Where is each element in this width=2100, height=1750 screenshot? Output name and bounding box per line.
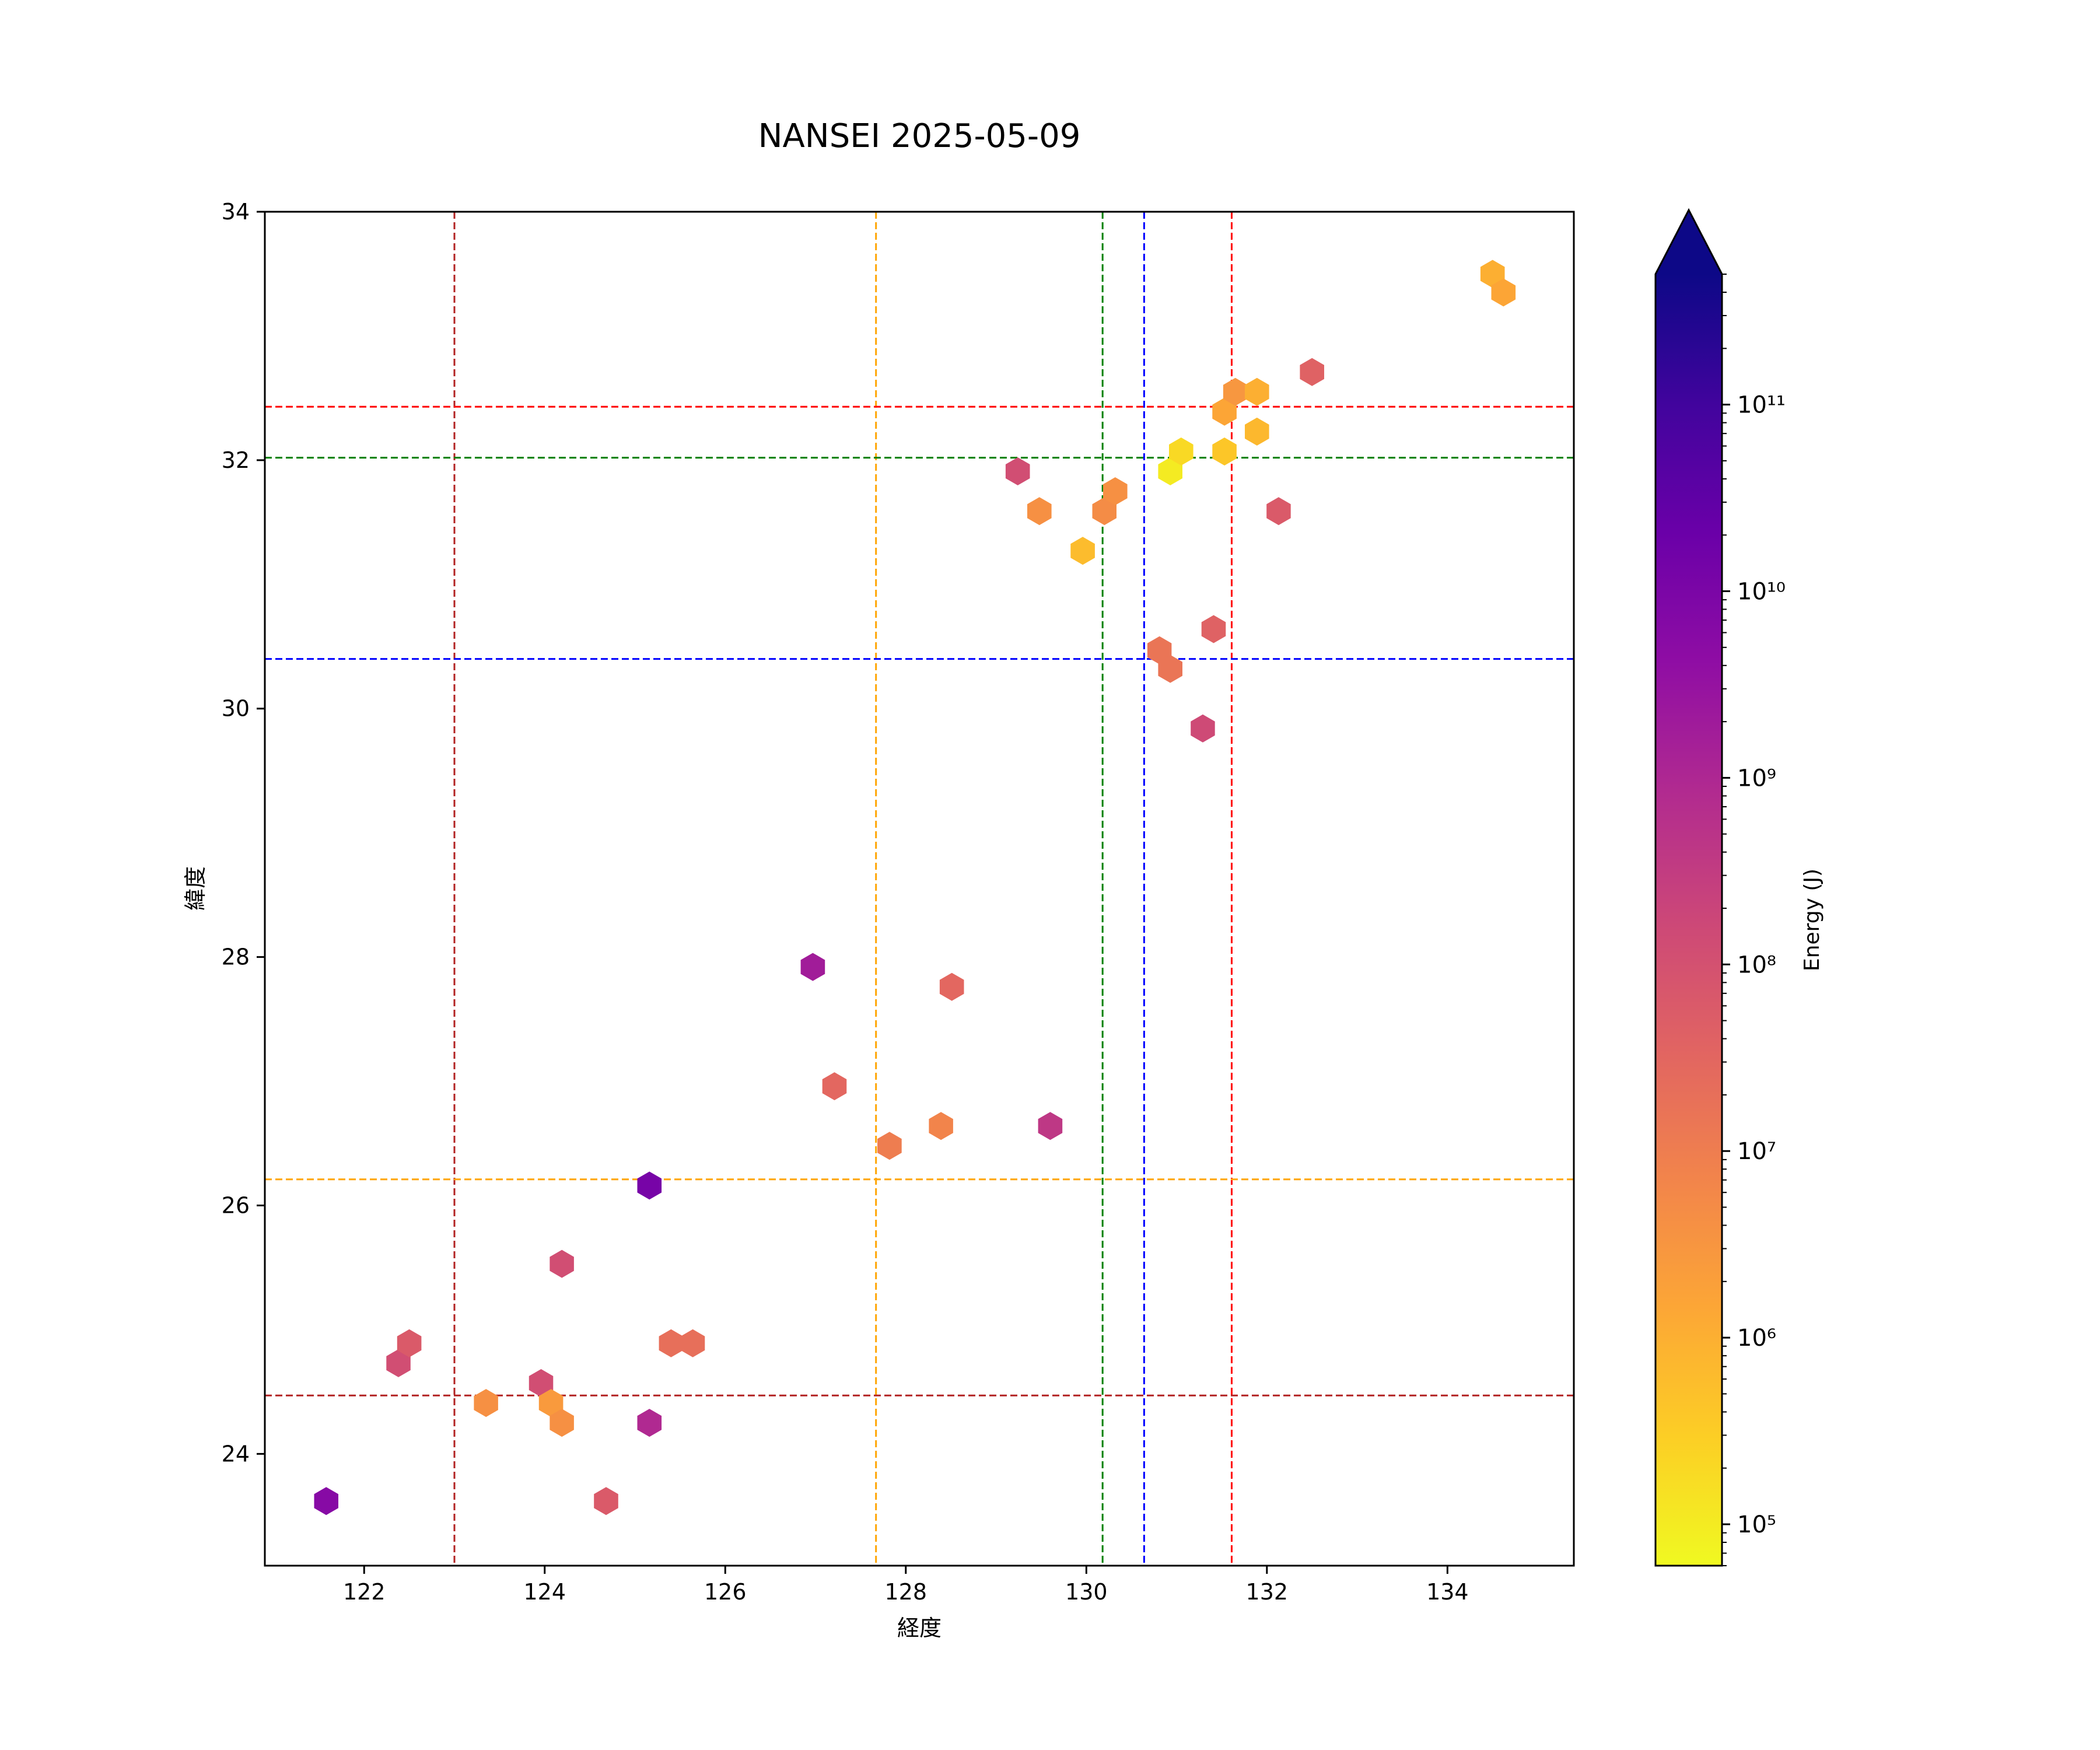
colorbar-tick-label: 10⁹: [1737, 765, 1776, 792]
plot-area-frame: [264, 211, 1575, 1567]
hexbin-point: [1245, 377, 1269, 406]
y-tick-label: 32: [222, 447, 250, 473]
y-tick-label: 34: [222, 199, 250, 225]
data-points: [314, 260, 1516, 1516]
x-tick-label: 126: [704, 1579, 747, 1605]
hexbin-point: [386, 1349, 411, 1377]
hexbin-point: [1245, 417, 1269, 446]
hexbin-point: [1103, 477, 1128, 506]
colorbar-tick-label: 10⁶: [1737, 1325, 1776, 1352]
chart-title: NANSEI 2025-05-09: [758, 117, 1081, 155]
hexbin-point: [877, 1132, 902, 1160]
x-axis-label: 経度: [897, 1615, 942, 1641]
hexbin-point: [474, 1389, 498, 1418]
hexbin-point: [1038, 1112, 1063, 1140]
hexbin-point: [1092, 497, 1116, 526]
hexbin-point: [1191, 714, 1215, 743]
y-tick-label: 26: [222, 1192, 250, 1218]
hexbin-point: [397, 1329, 422, 1357]
hexbin-point: [1169, 438, 1194, 466]
y-axis-label: 緯度: [183, 866, 208, 911]
hexbin-point: [594, 1487, 618, 1516]
hexbin-point: [1212, 397, 1237, 426]
y-tick-label: 30: [222, 696, 250, 722]
hexbin-point: [637, 1409, 662, 1437]
colorbar-tick-label: 10⁸: [1737, 951, 1776, 978]
hexbin-point: [1070, 537, 1095, 565]
y-tick-label: 28: [222, 944, 250, 970]
x-axis-ticks: 122 124 126 128 130 132 134: [343, 1566, 1469, 1605]
hexbin-point: [822, 1072, 847, 1101]
hexbin-point: [1158, 457, 1182, 485]
hexbin-point: [1266, 497, 1291, 526]
colorbar-outline: [1654, 208, 1723, 1567]
hexbin-point: [1027, 497, 1052, 526]
x-tick-label: 122: [343, 1579, 386, 1605]
hexbin-point: [1300, 358, 1324, 386]
hexbin-point: [314, 1487, 338, 1516]
x-tick-label: 128: [885, 1579, 928, 1605]
colorbar-gradient: [1656, 274, 1722, 1566]
y-axis-ticks: 24 26 28 30 32 34: [222, 199, 265, 1466]
hexbin-point: [1223, 377, 1248, 406]
colorbar-ticks: 10⁵ 10⁶ 10⁷ 10⁸ 10⁹ 10¹⁰ 10¹¹: [1722, 274, 1786, 1566]
hexbin-point: [800, 953, 825, 981]
hexbin-point: [1480, 260, 1505, 288]
x-tick-label: 134: [1426, 1579, 1469, 1605]
hexbin-point: [1212, 438, 1237, 466]
x-tick-label: 132: [1246, 1579, 1289, 1605]
hexbin-point: [939, 972, 964, 1001]
hexbin-point: [538, 1389, 564, 1418]
reference-lines: [265, 212, 1574, 1566]
hexbin-point: [1158, 654, 1182, 683]
hexbin-point: [1147, 636, 1172, 664]
colorbar-tick-label: 10⁵: [1737, 1511, 1776, 1538]
hexbin-point: [1005, 457, 1030, 485]
hexbin-point: [929, 1112, 953, 1140]
hexbin-point: [680, 1329, 705, 1357]
hexbin-point: [550, 1250, 574, 1278]
y-tick-label: 24: [222, 1441, 250, 1466]
colorbar: 10⁵ 10⁶ 10⁷ 10⁸ 10⁹ 10¹⁰ 10¹¹ Energy (J): [1654, 208, 1824, 1567]
hexbin-point: [1491, 278, 1516, 307]
colorbar-tick-label: 10⁷: [1737, 1138, 1776, 1165]
hexbin-point: [659, 1329, 684, 1357]
colorbar-tick-label: 10¹¹: [1737, 392, 1786, 419]
hexbin-point: [528, 1369, 554, 1397]
hexbin-point: [1201, 615, 1226, 643]
x-tick-label: 130: [1065, 1579, 1108, 1605]
hexbin-point: [637, 1171, 662, 1200]
colorbar-extend-arrow: [1656, 210, 1722, 274]
colorbar-tick-label: 10¹⁰: [1737, 579, 1786, 606]
hexbin-point: [550, 1409, 574, 1437]
x-tick-label: 124: [523, 1579, 566, 1605]
colorbar-label: Energy (J): [1800, 869, 1824, 971]
